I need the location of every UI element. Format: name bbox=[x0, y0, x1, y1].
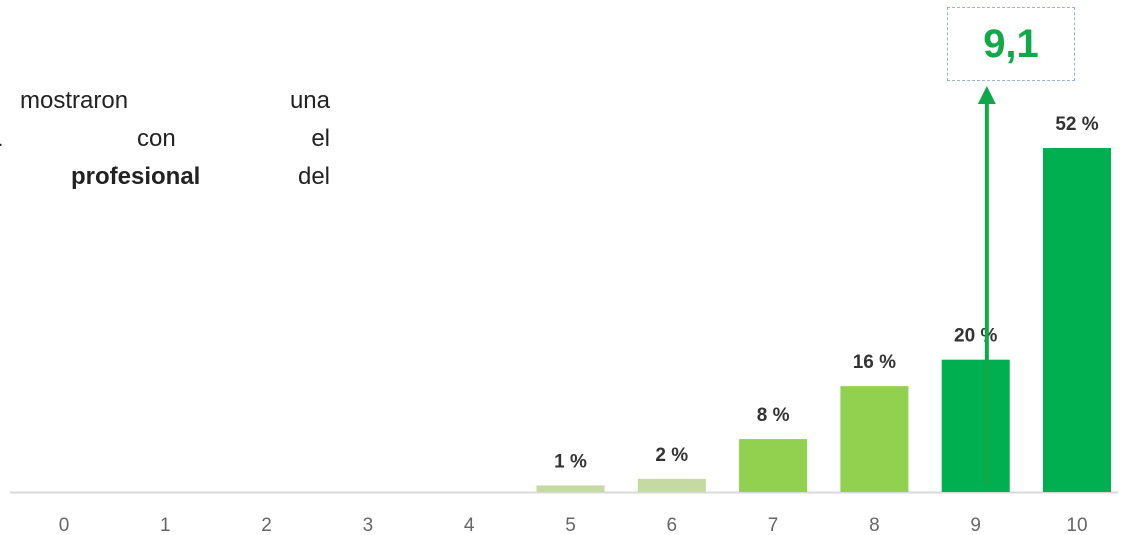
x-tick-label-5: 5 bbox=[565, 515, 576, 535]
average-score-box: 9,1 bbox=[947, 7, 1075, 81]
description-text: mostraron una ada con el o profesional d… bbox=[0, 82, 330, 196]
x-tick-label-4: 4 bbox=[464, 515, 475, 535]
x-tick-label-3: 3 bbox=[363, 515, 374, 535]
bar-5 bbox=[536, 485, 605, 492]
x-tick-label-10: 10 bbox=[1066, 515, 1087, 535]
bar-9 bbox=[941, 359, 1010, 492]
description-line-1: mostraron una bbox=[20, 87, 330, 114]
x-tick-label-2: 2 bbox=[261, 515, 272, 535]
description-line-3: o profesional del bbox=[70, 163, 330, 190]
x-tick-label-0: 0 bbox=[59, 515, 70, 535]
x-tick-label-8: 8 bbox=[869, 515, 880, 535]
description-line-2: ada con el bbox=[0, 120, 330, 158]
data-label-5: 1 % bbox=[554, 451, 587, 472]
data-label-7: 8 % bbox=[757, 405, 790, 426]
average-arrow-head bbox=[977, 86, 996, 104]
x-tick-label-1: 1 bbox=[160, 515, 171, 535]
data-label-8: 16 % bbox=[853, 352, 896, 373]
data-label-9: 20 % bbox=[954, 326, 997, 347]
bar-6 bbox=[637, 478, 706, 492]
x-tick-label-6: 6 bbox=[667, 515, 678, 535]
data-label-10: 52 % bbox=[1055, 114, 1098, 135]
data-label-6: 2 % bbox=[655, 445, 688, 466]
bold-word: ada bbox=[0, 125, 1, 152]
x-tick-label-7: 7 bbox=[768, 515, 779, 535]
bar-7 bbox=[739, 439, 808, 492]
bar-10 bbox=[1043, 148, 1111, 492]
x-tick-label-9: 9 bbox=[970, 515, 981, 535]
bar-8 bbox=[840, 386, 909, 492]
bold-word-profesional: profesional bbox=[70, 163, 201, 190]
